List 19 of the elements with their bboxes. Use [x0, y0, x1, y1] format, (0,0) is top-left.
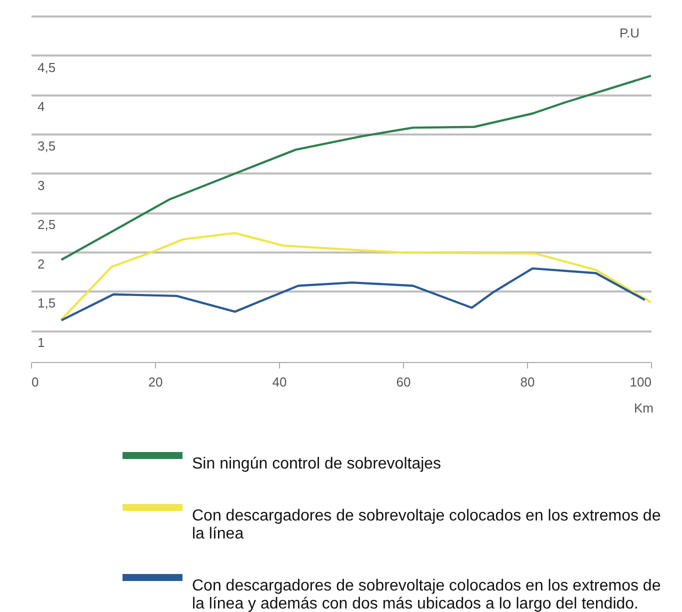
y-tick-label: 4,5 — [38, 60, 56, 75]
x-tick-label: 40 — [272, 374, 287, 390]
y-tick-label: 2 — [38, 256, 45, 272]
x-tick-label: 80 — [520, 374, 535, 390]
y-tick-label: 1,5 — [38, 296, 56, 311]
y-tick-label: 2,5 — [38, 217, 56, 232]
x-axis-title: Km — [634, 400, 654, 416]
x-tick-label: 20 — [148, 374, 163, 390]
x-tick-label: 100 — [630, 374, 652, 390]
y-tick-label: 3 — [38, 178, 45, 193]
x-tick-label: 60 — [396, 374, 411, 390]
y-tick-label: 4 — [38, 99, 45, 114]
x-tick-label: 0 — [32, 374, 39, 390]
y-tick-label: 3,5 — [38, 138, 56, 154]
legend-label: Sin ningún control de sobrevoltajes — [192, 456, 442, 472]
y-tick-label: 1 — [38, 335, 45, 350]
legend-label: Con descargadores de sobrevoltaje colocados en los extremos de la línea — [192, 508, 661, 542]
y-axis-title: P.U — [620, 26, 640, 40]
legend-label: Con descargadores de sobrevoltaje colocados en los extremos de la línea y además con dos más ubicados a lo largo del tendido. — [192, 578, 661, 612]
